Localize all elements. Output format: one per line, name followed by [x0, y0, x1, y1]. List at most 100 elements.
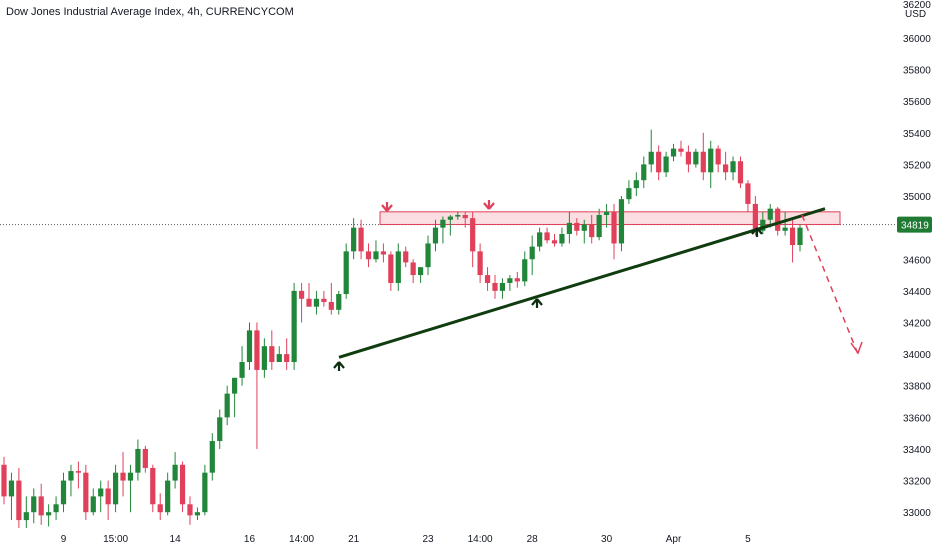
- candle-down: [685, 151, 692, 165]
- time-tick-label: 30: [601, 534, 613, 545]
- candle-down: [574, 222, 580, 231]
- candle-up: [31, 496, 37, 513]
- candle-up: [46, 512, 52, 516]
- candle-up: [596, 214, 602, 238]
- candle-down: [328, 301, 334, 310]
- candle-down: [1, 464, 7, 497]
- candle-up: [641, 164, 647, 181]
- candle-down: [775, 208, 781, 231]
- candle-down: [403, 251, 409, 263]
- price-tick-label: 33600: [903, 413, 931, 424]
- ascending-trendline: [338, 207, 826, 359]
- candle-up: [432, 227, 439, 244]
- time-tick-label: 16: [244, 534, 256, 545]
- time-tick-label: 5: [745, 534, 751, 545]
- candle-up: [373, 251, 379, 260]
- candle-up: [440, 219, 446, 228]
- price-tick-label: 36200: [903, 0, 931, 11]
- candle-up: [537, 232, 543, 247]
- candle-down: [656, 151, 662, 173]
- price-tick-label: 34200: [903, 318, 931, 329]
- candle-up: [239, 362, 245, 378]
- price-tick-label: 34600: [903, 255, 931, 266]
- candle-down: [142, 448, 148, 468]
- price-tick-label: 36000: [903, 34, 931, 45]
- chart-title: Dow Jones Industrial Average Index, 4h, …: [6, 6, 294, 18]
- candle-up: [276, 354, 282, 363]
- candle-up: [447, 216, 453, 220]
- candle-up: [336, 294, 342, 310]
- annotations-layer: [333, 200, 863, 371]
- time-tick-label: 14:00: [468, 534, 493, 545]
- candle-down: [462, 214, 468, 219]
- candle-up: [581, 224, 587, 231]
- candle-up: [112, 472, 119, 505]
- candle-down: [120, 472, 126, 481]
- candle-up: [782, 227, 788, 231]
- candle-up: [53, 504, 59, 513]
- candle-up: [194, 512, 201, 516]
- candle-up: [90, 496, 96, 513]
- candle-down: [410, 262, 416, 276]
- candle-down: [723, 164, 729, 173]
- price-tick-label: 35400: [903, 129, 931, 140]
- candle-up: [313, 298, 320, 307]
- candle-up: [499, 282, 506, 291]
- candle-down: [321, 298, 327, 302]
- candle-down: [358, 227, 364, 252]
- candle-up: [68, 471, 74, 481]
- candle-up: [209, 441, 215, 473]
- price-tick-label: 33000: [903, 508, 931, 519]
- candle-up: [343, 251, 349, 295]
- candle-up: [172, 464, 178, 481]
- price-axis: 33000 33200 33400 33600 33800 34000 34200 34400…: [895, 0, 932, 550]
- candle-down: [75, 471, 81, 473]
- candle-down: [551, 240, 558, 244]
- candle-up: [291, 290, 297, 363]
- candle-up: [98, 488, 104, 497]
- candle-up: [708, 148, 714, 173]
- candle-up: [60, 480, 67, 505]
- candle-up: [797, 227, 803, 246]
- candles-layer: [1, 129, 803, 528]
- arrow-up-icon: [531, 298, 543, 308]
- arrow-down-icon: [483, 200, 495, 210]
- candle-down: [16, 480, 22, 521]
- candle-down: [380, 251, 387, 255]
- candle-down: [589, 224, 595, 238]
- time-axis: 9 15:00 14 16 14:00 21 23 14:00 28 30 Apr 5: [0, 528, 932, 550]
- candle-down: [254, 330, 260, 370]
- candle-down: [544, 232, 550, 241]
- currency-label: USD: [905, 9, 926, 20]
- candle-up: [767, 208, 773, 220]
- candle-down: [179, 464, 186, 505]
- candle-down: [484, 275, 491, 283]
- candle-up: [648, 151, 654, 165]
- candle-up: [760, 219, 766, 231]
- price-tick-label: 33400: [903, 445, 931, 456]
- candle-down: [700, 151, 706, 173]
- candle-up: [261, 346, 267, 370]
- candle-up: [730, 161, 736, 173]
- projection-dashed-line: [801, 214, 859, 355]
- candle-down: [745, 183, 751, 204]
- candle-up: [165, 480, 171, 513]
- candle-up: [8, 480, 15, 497]
- current-price-badge: [897, 216, 932, 233]
- candle-up: [663, 156, 669, 173]
- price-tick-label: 33800: [903, 382, 931, 393]
- time-tick-label: Apr: [666, 534, 682, 545]
- candle-down: [388, 254, 394, 283]
- candle-up: [455, 214, 461, 217]
- time-tick-label: 21: [348, 534, 360, 545]
- candle-up: [559, 233, 565, 244]
- candle-down: [715, 148, 721, 165]
- resistance-zone-layer: [379, 211, 841, 225]
- candle-down: [470, 218, 476, 252]
- projection-arrowhead-icon: [850, 341, 863, 355]
- candle-up: [417, 267, 424, 276]
- price-tick-label: 35000: [903, 192, 931, 203]
- candle-up: [693, 151, 699, 165]
- candle-down: [492, 282, 498, 291]
